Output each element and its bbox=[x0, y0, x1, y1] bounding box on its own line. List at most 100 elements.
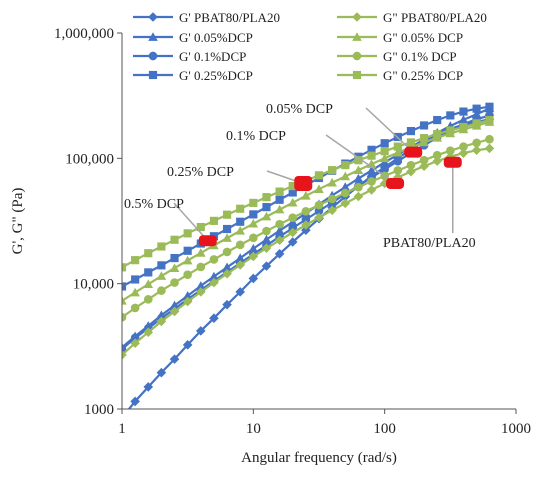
x-axis-title: Angular frequency (rad/s) bbox=[241, 450, 397, 466]
data-point bbox=[122, 312, 127, 322]
data-point bbox=[157, 261, 166, 270]
data-point bbox=[393, 166, 403, 175]
legend-item: G' 0.05%DCP bbox=[133, 30, 253, 45]
data-point bbox=[156, 271, 167, 280]
data-point bbox=[367, 151, 376, 160]
data-point bbox=[354, 156, 363, 165]
data-point bbox=[122, 295, 127, 305]
data-point bbox=[314, 171, 324, 180]
data-point bbox=[380, 147, 389, 156]
x-tick-label: 1000 bbox=[501, 421, 531, 437]
annotation-leader bbox=[325, 134, 396, 185]
annotation: 0.5% DCP bbox=[124, 197, 217, 247]
data-point bbox=[380, 139, 389, 148]
data-point bbox=[485, 102, 494, 111]
data-point bbox=[419, 161, 429, 172]
annotation-leader bbox=[173, 202, 209, 242]
annotation-label: PBAT80/PLA20 bbox=[383, 236, 476, 251]
legend-item: G" 0.1% DCP bbox=[337, 49, 457, 64]
legend-label: G' 0.25%DCP bbox=[179, 68, 253, 83]
data-point bbox=[170, 235, 179, 244]
legend-label: G" 0.05% DCP bbox=[383, 30, 463, 45]
data-point bbox=[143, 279, 154, 289]
legend-marker bbox=[352, 70, 362, 80]
data-point bbox=[340, 171, 351, 181]
data-point bbox=[235, 287, 245, 297]
data-point bbox=[327, 205, 337, 216]
data-point bbox=[419, 155, 429, 165]
data-point bbox=[249, 198, 258, 207]
annotation-label: 0.25% DCP bbox=[167, 165, 234, 180]
data-point bbox=[353, 191, 364, 202]
data-point bbox=[222, 268, 232, 279]
data-point bbox=[130, 338, 140, 348]
data-point bbox=[328, 166, 337, 175]
data-point bbox=[354, 182, 363, 192]
y-axis-title: G', G" (Pa) bbox=[10, 188, 26, 255]
data-point bbox=[340, 182, 351, 191]
y-tick-label: 10,000 bbox=[73, 277, 114, 293]
data-point bbox=[130, 287, 140, 297]
data-point bbox=[182, 340, 193, 350]
data-point bbox=[183, 246, 192, 255]
data-point bbox=[484, 143, 495, 154]
data-point bbox=[472, 138, 481, 148]
data-point bbox=[143, 295, 153, 304]
data-point bbox=[143, 327, 154, 337]
annotation-label: 0.05% DCP bbox=[266, 102, 333, 117]
data-point bbox=[366, 185, 377, 195]
data-point bbox=[236, 204, 245, 213]
data-point bbox=[367, 145, 376, 154]
annotation-highlight bbox=[386, 177, 405, 189]
data-point bbox=[393, 142, 402, 151]
legend-marker bbox=[148, 51, 158, 61]
data-point bbox=[287, 197, 298, 207]
data-point bbox=[262, 226, 271, 236]
data-point bbox=[485, 134, 494, 144]
legend-marker bbox=[148, 12, 158, 22]
data-point bbox=[472, 104, 481, 113]
legend-item: G' 0.1%DCP bbox=[133, 49, 246, 64]
data-point bbox=[433, 130, 442, 139]
x-tick-label: 10 bbox=[246, 421, 261, 437]
data-point bbox=[301, 220, 311, 230]
data-point bbox=[459, 122, 468, 132]
data-point bbox=[122, 263, 127, 272]
data-point bbox=[472, 119, 481, 128]
data-point bbox=[144, 268, 153, 277]
axes: 1 10 100 1000 1000 10,000 100,000 1,000,000 Angu… bbox=[10, 26, 531, 466]
data-point bbox=[248, 251, 259, 262]
data-point bbox=[169, 263, 180, 272]
data-point bbox=[236, 217, 245, 226]
data-point bbox=[341, 161, 350, 170]
data-point bbox=[301, 225, 311, 236]
data-point bbox=[261, 243, 272, 253]
data-point bbox=[288, 181, 297, 191]
legend-item: G" 0.05% DCP bbox=[337, 30, 463, 45]
y-tick-label: 1,000,000 bbox=[54, 26, 114, 42]
data-point bbox=[183, 229, 192, 238]
data-point bbox=[261, 234, 272, 244]
data-point bbox=[157, 286, 166, 295]
data-point bbox=[235, 240, 245, 250]
data-point bbox=[459, 107, 468, 116]
data-point bbox=[274, 204, 285, 214]
legend-item: G" 0.25% DCP bbox=[337, 68, 463, 83]
data-point bbox=[446, 146, 455, 156]
data-point bbox=[169, 354, 180, 364]
data-point bbox=[406, 138, 416, 147]
annotation: 0.05% DCP bbox=[266, 102, 423, 158]
data-point bbox=[393, 147, 403, 157]
data-point bbox=[222, 224, 232, 234]
data-point bbox=[209, 313, 219, 324]
data-point bbox=[131, 275, 140, 284]
data-point bbox=[406, 166, 416, 177]
data-point bbox=[406, 126, 416, 136]
data-point bbox=[353, 165, 364, 174]
plot-area bbox=[122, 102, 495, 409]
data-point bbox=[432, 150, 442, 160]
legend-label: G" 0.25% DCP bbox=[383, 68, 463, 83]
data-point bbox=[169, 306, 180, 317]
data-point bbox=[327, 194, 337, 204]
